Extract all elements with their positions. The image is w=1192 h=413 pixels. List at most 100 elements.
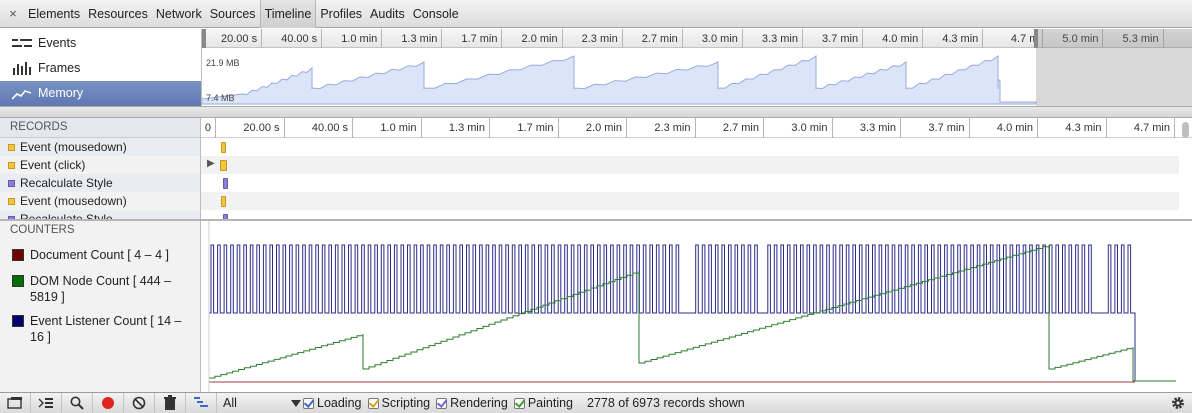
dom-node-count-swatch [12, 275, 24, 287]
records-header: RECORDS [0, 118, 200, 138]
overview-item-frames[interactable]: Frames [0, 56, 201, 81]
checkbox-label: Scripting [381, 396, 431, 410]
filter-scripting-checkbox[interactable]: Scripting [367, 396, 431, 410]
overview-ruler-tick: 3.7 min [803, 29, 864, 48]
event-listener-series [208, 244, 1176, 382]
tab-sources[interactable]: Sources [209, 7, 256, 21]
document-count-swatch [12, 249, 24, 261]
record-bar[interactable] [223, 178, 228, 189]
overview-ruler-tick: 4.7 m [983, 29, 1044, 48]
records-scrollbar[interactable] [1182, 122, 1189, 138]
clear-icon [132, 396, 146, 410]
trash-icon [164, 395, 176, 410]
records-ruler-tick: 4.7 min [1107, 118, 1175, 138]
tab-elements[interactable]: Elements [28, 7, 81, 21]
checkbox-label: Loading [317, 396, 362, 410]
glue-records-button[interactable] [186, 392, 217, 413]
memory-max-label: 21.9 MB [206, 58, 240, 68]
record-row[interactable]: Event (click) [0, 156, 200, 174]
inspect-button[interactable] [62, 392, 93, 413]
record-row[interactable]: Event (mousedown) [0, 192, 200, 210]
record-bar-row[interactable] [201, 174, 1179, 192]
records-filter-select[interactable]: All [223, 395, 303, 412]
dom-node-series [209, 245, 1176, 382]
record-bar-row[interactable] [201, 138, 1179, 156]
dock-button[interactable] [0, 392, 31, 413]
tab-timeline[interactable]: Timeline [259, 0, 317, 28]
memory-icon [12, 90, 32, 100]
records-ruler-tick: 3.7 min [901, 118, 970, 138]
overview-window-unselected[interactable] [1036, 29, 1192, 106]
pane-resizer[interactable] [0, 106, 1192, 118]
record-label: Event (click) [20, 158, 86, 172]
record-label: Event (mousedown) [20, 194, 127, 208]
records-ruler-tick: 2.0 min [559, 118, 627, 138]
memory-area [202, 55, 1037, 105]
memory-overview[interactable]: 20.00 s 40.00 s 1.0 min 1.3 min 1.7 min 2.0 m… [201, 29, 1192, 106]
filter-painting-checkbox[interactable]: Painting [513, 396, 573, 410]
record-bar[interactable] [221, 196, 226, 207]
records-ruler-tick: 4.0 min [970, 118, 1038, 138]
counter-label: Event Listener Count [ 14 – 16 ] [30, 314, 182, 344]
overview-item-memory[interactable]: Memory [0, 81, 201, 106]
record-bar-row[interactable] [201, 192, 1179, 210]
tab-profiles[interactable]: Profiles [320, 7, 363, 21]
counters-resizer[interactable] [0, 219, 1192, 221]
counter-label: Document Count [ 4 – 4 ] [30, 248, 169, 262]
counter-document-count[interactable]: Document Count [ 4 – 4 ] [12, 247, 194, 263]
record-bar-row[interactable]: ▶ [201, 156, 1179, 174]
overview-item-events[interactable]: Events [0, 31, 201, 56]
record-bar[interactable] [221, 142, 226, 153]
gear-icon[interactable] [1170, 395, 1186, 411]
garbage-collect-button[interactable] [155, 392, 186, 413]
record-row[interactable]: Event (mousedown) [0, 138, 200, 156]
overview-window-right-handle[interactable] [1034, 29, 1038, 48]
records-ruler-tick: 3.3 min [833, 118, 901, 138]
records-timeline[interactable]: 0 20.00 s 40.00 s 1.0 min 1.3 min 1.7 min 2.0 … [201, 118, 1192, 220]
tab-audits[interactable]: Audits [370, 7, 405, 21]
counters-graph[interactable] [201, 221, 1192, 392]
record-button[interactable] [93, 392, 124, 413]
overview-ruler-tick: 5.0 min [1043, 29, 1104, 48]
counter-label: DOM Node Count [ 444 – 5819 ] [30, 274, 172, 304]
overview-window-left-handle[interactable] [202, 29, 206, 48]
record-category-swatch [8, 198, 15, 205]
checkbox-checked-icon [436, 397, 448, 409]
records-list: RECORDS Event (mousedown) Event (click) Re… [0, 118, 201, 220]
expand-triangle-icon[interactable]: ▶ [207, 158, 215, 169]
tab-network[interactable]: Network [155, 7, 202, 21]
records-ruler-tick: 1.7 min [490, 118, 559, 138]
records-ruler-tick: 2.7 min [696, 118, 764, 138]
overview-ruler-tick: 40.00 s [262, 29, 323, 48]
records-ruler-tick: 4.3 min [1038, 118, 1107, 138]
filter-loading-checkbox[interactable]: Loading [303, 396, 362, 410]
records-time-ruler: 0 20.00 s 40.00 s 1.0 min 1.3 min 1.7 min 2.0 … [201, 118, 1192, 138]
close-devtools-icon[interactable]: × [9, 6, 17, 21]
overview-ruler-tick: 2.0 min [503, 29, 563, 48]
record-category-swatch [8, 144, 15, 151]
checkbox-checked-icon [513, 397, 525, 409]
chevron-down-icon [291, 399, 301, 407]
devtools-tabbar: × Elements Resources Network Sources Tim… [0, 0, 1192, 28]
clear-button[interactable] [124, 392, 155, 413]
record-row[interactable]: Recalculate Style [0, 174, 200, 192]
counter-dom-node-count[interactable]: DOM Node Count [ 444 – 5819 ] [12, 273, 194, 305]
tab-resources[interactable]: Resources [88, 7, 148, 21]
show-console-button[interactable] [31, 392, 62, 413]
overview-ruler-tick: 4.0 min [863, 29, 924, 48]
overview-ruler-tick: 3.3 min [743, 29, 803, 48]
tab-console[interactable]: Console [412, 7, 459, 21]
checkbox-label: Rendering [450, 396, 508, 410]
record-rows: Event (mousedown) Event (click) Recalculat… [0, 138, 200, 220]
counter-event-listener-count[interactable]: Event Listener Count [ 14 – 16 ] [12, 313, 194, 345]
overview-ruler-tick: 1.7 min [442, 29, 503, 48]
filter-select-value: All [223, 395, 237, 410]
records-count-status: 2778 of 6973 records shown [587, 396, 745, 410]
record-bar[interactable] [223, 214, 228, 220]
record-bar[interactable] [220, 160, 227, 171]
filter-rendering-checkbox[interactable]: Rendering [436, 396, 508, 410]
records-ruler-tick: 20.00 s [216, 118, 285, 138]
record-bar-row[interactable] [201, 210, 1179, 220]
record-category-swatch [8, 162, 15, 169]
record-row[interactable]: Recalculate Style [0, 210, 200, 220]
